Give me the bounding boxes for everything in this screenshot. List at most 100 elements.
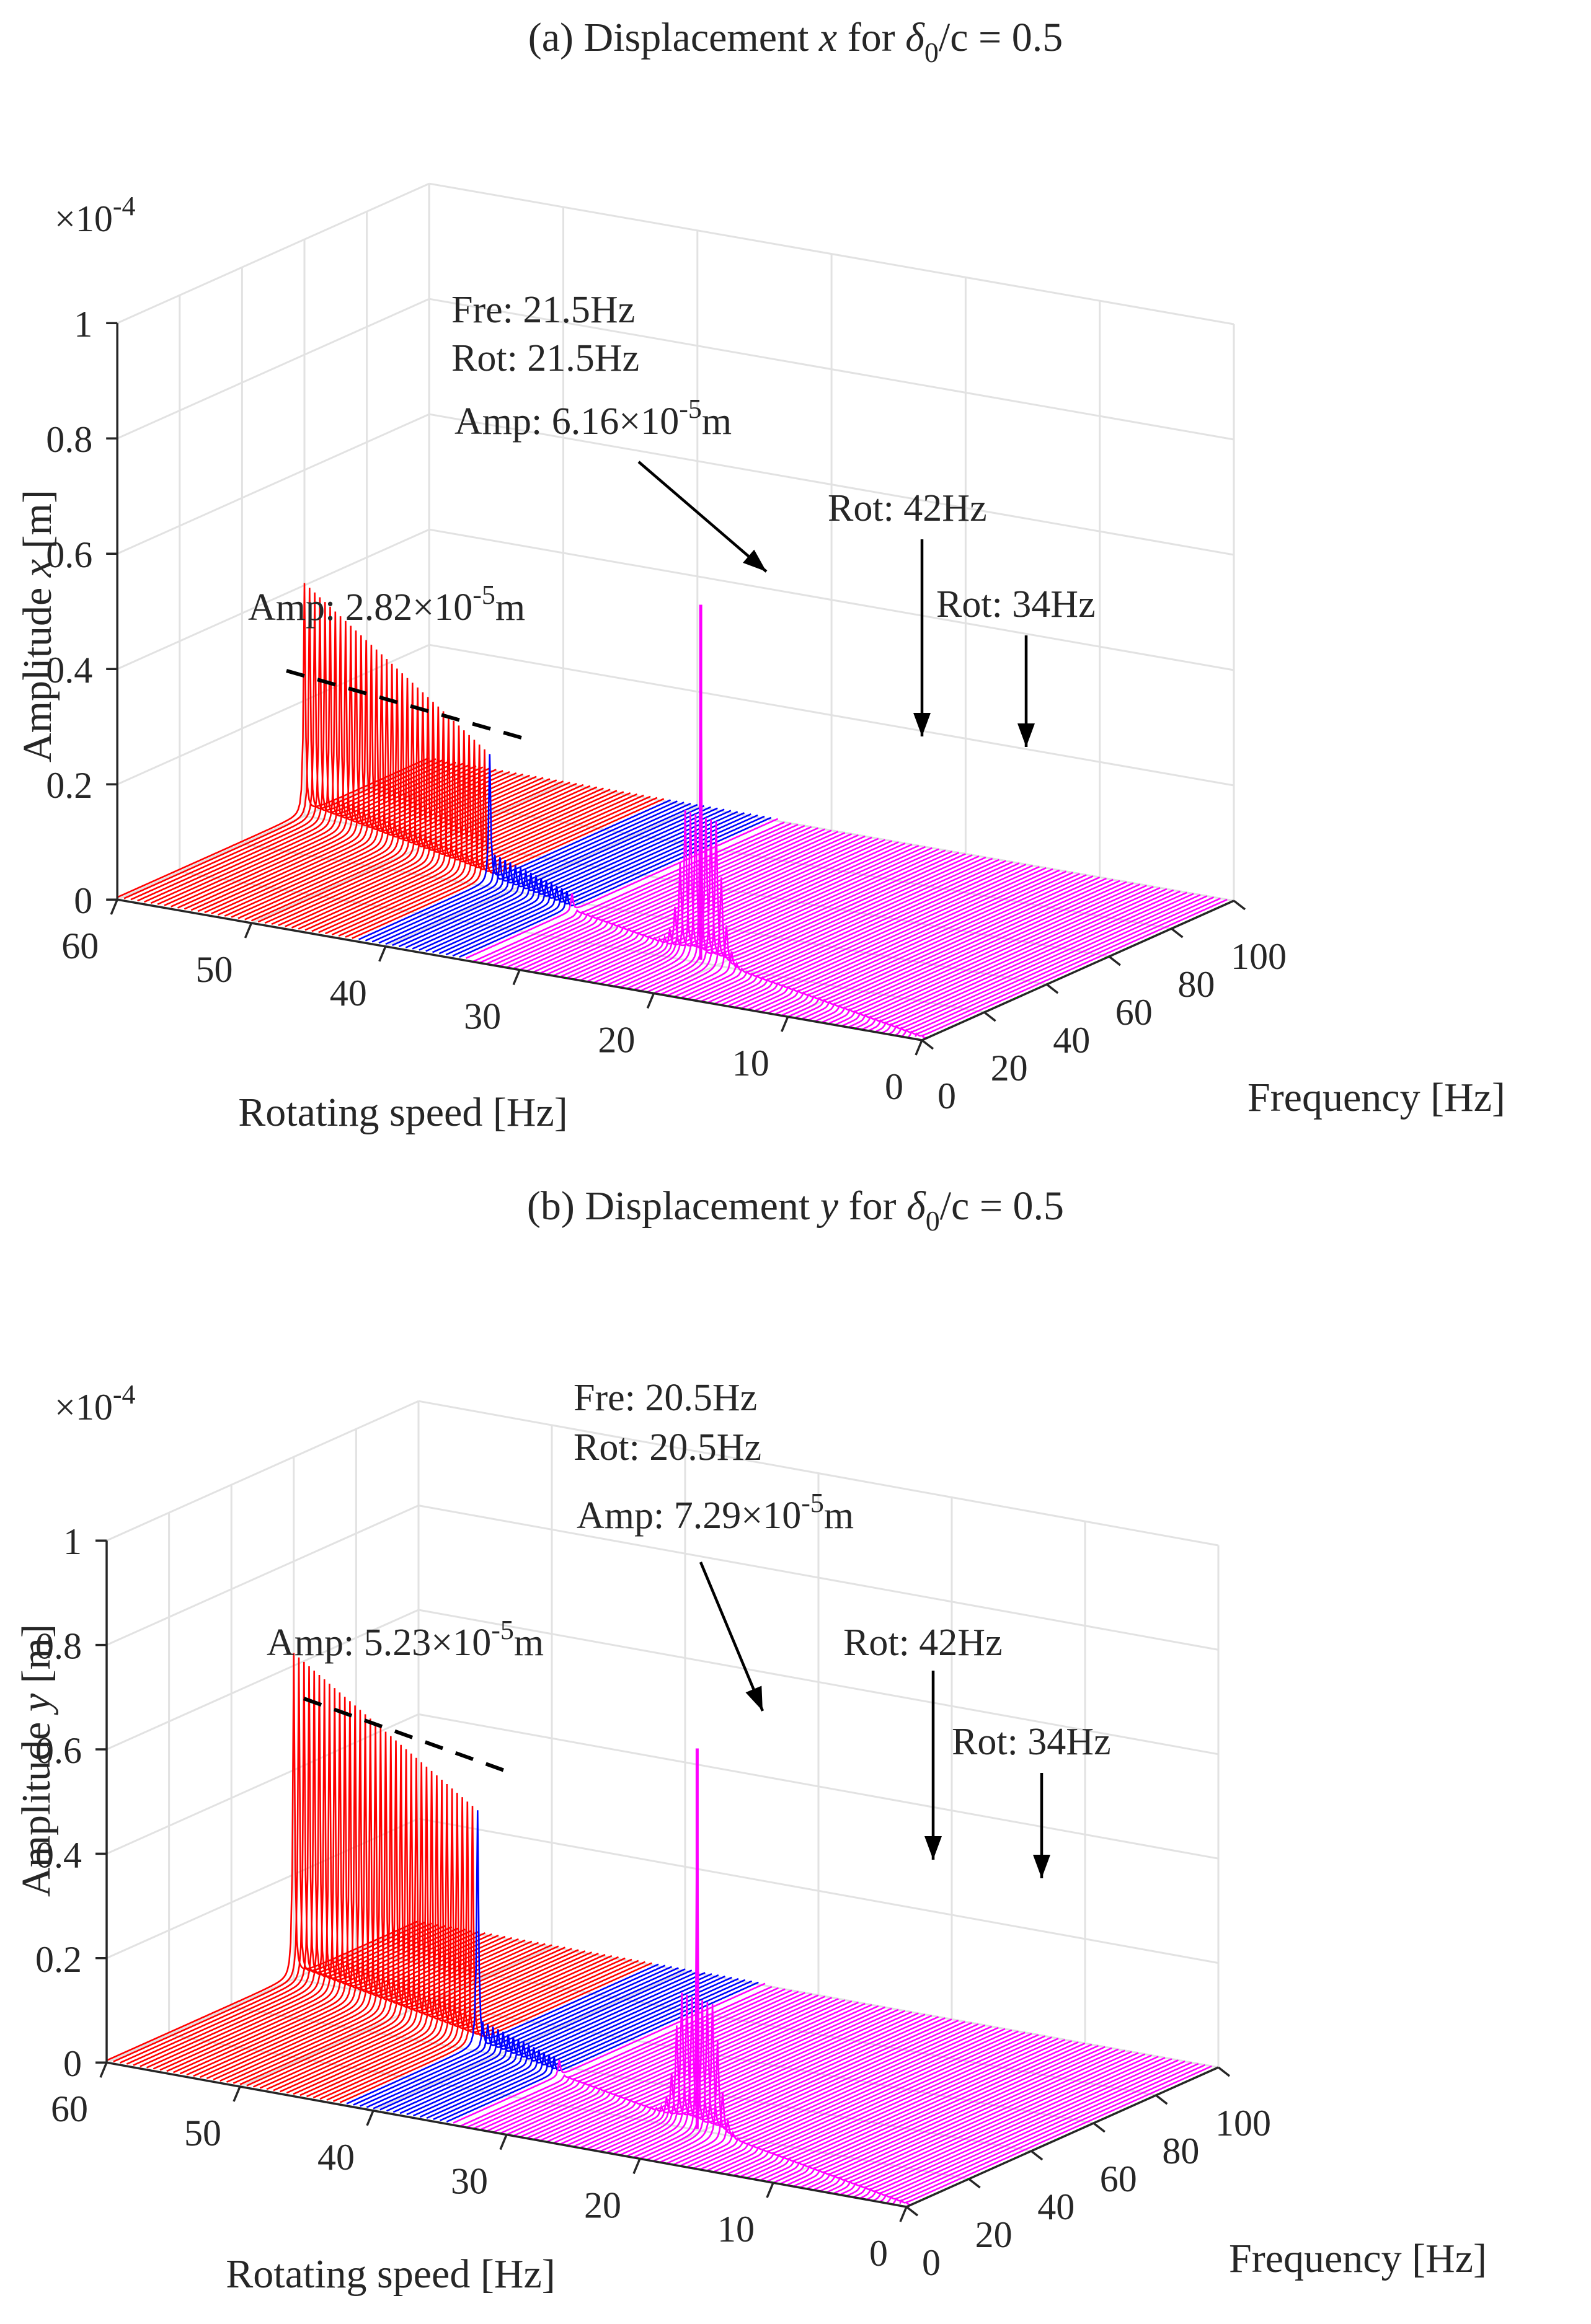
- peak-rot-annotation: Rot: 20.5Hz: [574, 1426, 761, 1469]
- trace-rot-19: [652, 2004, 966, 2162]
- rot34-annotation: Rot: 34Hz: [936, 583, 1096, 625]
- trace-rot-3: [866, 2059, 1179, 2201]
- trace-rot-60: [106, 1653, 419, 2061]
- trace-rot-0_5: [915, 898, 1228, 1037]
- trace-rot-51: [226, 1731, 539, 2083]
- trace-rot-58_5: [126, 1666, 439, 2065]
- amp-tick-label: 0.8: [35, 1626, 82, 1667]
- amp-tick-label: 1: [63, 1521, 82, 1562]
- trace-rot-32_5: [472, 1988, 786, 2130]
- trace-rot-0_5: [899, 2065, 1212, 2204]
- trace-rot-2: [879, 2062, 1192, 2202]
- trace-rot-8_5: [792, 2046, 1106, 2188]
- trace-rot-27: [559, 836, 872, 978]
- rot-tick-label: 60: [61, 926, 99, 966]
- amp-tick-label: 1: [74, 304, 92, 345]
- amp-tick-label: 0.2: [35, 1939, 82, 1980]
- trace-rot-33_5: [459, 1986, 773, 2127]
- trace-rot-54_5: [190, 635, 503, 911]
- red-peak-trend-line: [303, 1697, 516, 1776]
- trace-rot-24_5: [593, 842, 906, 984]
- trace-rot-16: [693, 2028, 1006, 2170]
- annotations: Fre: 20.5Hz Rot: 20.5Hz Amp: 7.29×10-5m Amp…: [267, 1377, 1111, 1878]
- chart-title: (a) Displacement x for δ0/c = 0.5: [528, 15, 1063, 68]
- trace-rot-34_5: [459, 816, 772, 958]
- trace-rot-14_5: [712, 2031, 1026, 2173]
- trace-rot-50_5: [233, 1736, 546, 2084]
- trace-rot-47: [291, 706, 604, 929]
- trace-rot-6: [826, 2052, 1139, 2193]
- trace-rot-31_5: [486, 1990, 799, 2132]
- trace-rot-16_5: [700, 861, 1013, 1002]
- trace-rot-59_5: [113, 1657, 426, 2062]
- rot34-arrow-head: [1017, 723, 1035, 747]
- trace-rot-21: [626, 1996, 939, 2157]
- trace-rot-31: [492, 1992, 806, 2133]
- trace-rot-28_5: [526, 1998, 839, 2139]
- trace-rot-12_5: [739, 2036, 1052, 2178]
- trace-rot-49: [252, 1749, 566, 2088]
- freq-tick-label: 0: [922, 2242, 941, 2283]
- trace-rot-9: [786, 2044, 1099, 2186]
- trace-rot-35: [452, 815, 765, 957]
- trace-rot-33_5: [472, 821, 785, 963]
- trace-rot-3_5: [859, 2058, 1172, 2199]
- trace-rot-18: [666, 2023, 979, 2165]
- exponent-label: ×10-4: [55, 1379, 136, 1428]
- tick-labels: 0 20 40 60 80 100 0 10 20 30 40 50 60 0 0.2 0.4 0.6 0.8 1: [46, 304, 1287, 1116]
- ylabel: Rotating speed [Hz]: [226, 2251, 556, 2297]
- trace-rot-18_5: [659, 2022, 972, 2163]
- zlabel: Amplitude x [m]: [15, 490, 60, 762]
- trace-rot-49_5: [257, 683, 570, 923]
- trace-rot-1_5: [901, 896, 1215, 1037]
- peak-amp-annotation: Amp: 7.29×10-5m: [577, 1488, 854, 1537]
- trace-rot-45_5: [299, 1779, 613, 2096]
- trace-rot-54: [186, 1705, 499, 2076]
- freq-tick-label: 60: [1100, 2158, 1137, 2199]
- trace-rot-39: [398, 806, 711, 948]
- rot-tick-label: 20: [584, 2185, 621, 2225]
- trace-rot-9: [800, 878, 1114, 1020]
- trace-rot-32: [479, 1989, 792, 2131]
- trace-rot-25_5: [566, 2005, 879, 2147]
- trace-rot-52: [224, 659, 537, 917]
- trace-rot-12: [746, 2038, 1059, 2179]
- trace-rot-35_5: [433, 1979, 746, 2121]
- trace-rot-10_5: [781, 875, 1094, 1017]
- trace-rot-18: [680, 857, 993, 999]
- trace-rot-6: [841, 886, 1154, 1027]
- waterfall-traces: [106, 1653, 1219, 2206]
- trace-rot-8: [799, 2047, 1112, 2189]
- trace-rot-2_5: [872, 2061, 1185, 2202]
- trace-rot-57: [146, 1679, 459, 2069]
- trace-rot-40: [385, 803, 698, 945]
- trace-rot-37_5: [419, 810, 732, 951]
- rot34-arrow-head: [1033, 1855, 1050, 1878]
- trace-rot-35: [439, 1980, 753, 2121]
- trace-rot-23: [613, 810, 926, 987]
- trace-rot-28_5: [539, 833, 853, 974]
- xlabel: Frequency [Hz]: [1248, 1075, 1505, 1120]
- trace-rot-40_5: [378, 803, 691, 944]
- trace-rot-3: [881, 893, 1194, 1034]
- trace-rot-31: [505, 827, 819, 968]
- trace-rot-49: [264, 687, 577, 924]
- trace-rot-42_5: [352, 749, 665, 939]
- amp-tick-label: 0.4: [35, 1834, 82, 1875]
- trace-rot-47_5: [285, 702, 598, 927]
- zlabel: Amplitude y [m]: [14, 1624, 59, 1897]
- trace-rot-9_5: [779, 2043, 1092, 2185]
- frequency-axis: [921, 899, 1234, 1041]
- trace-rot-13: [747, 869, 1060, 1010]
- trace-rot-13: [732, 2035, 1046, 2176]
- trace-rot-41_5: [353, 1964, 666, 2106]
- red-amp-annotation: Amp: 5.23×10-5m: [267, 1615, 544, 1664]
- trace-rot-19_5: [660, 854, 973, 996]
- trace-rot-14_5: [727, 866, 1040, 1007]
- trace-rot-48_5: [259, 1753, 572, 2089]
- trace-rot-57: [157, 611, 470, 905]
- rot-tick-label: 30: [464, 996, 501, 1037]
- trace-rot-17: [693, 860, 1006, 1001]
- trace-rot-11: [759, 2040, 1073, 2181]
- trace-rot-42_5: [339, 1806, 652, 2103]
